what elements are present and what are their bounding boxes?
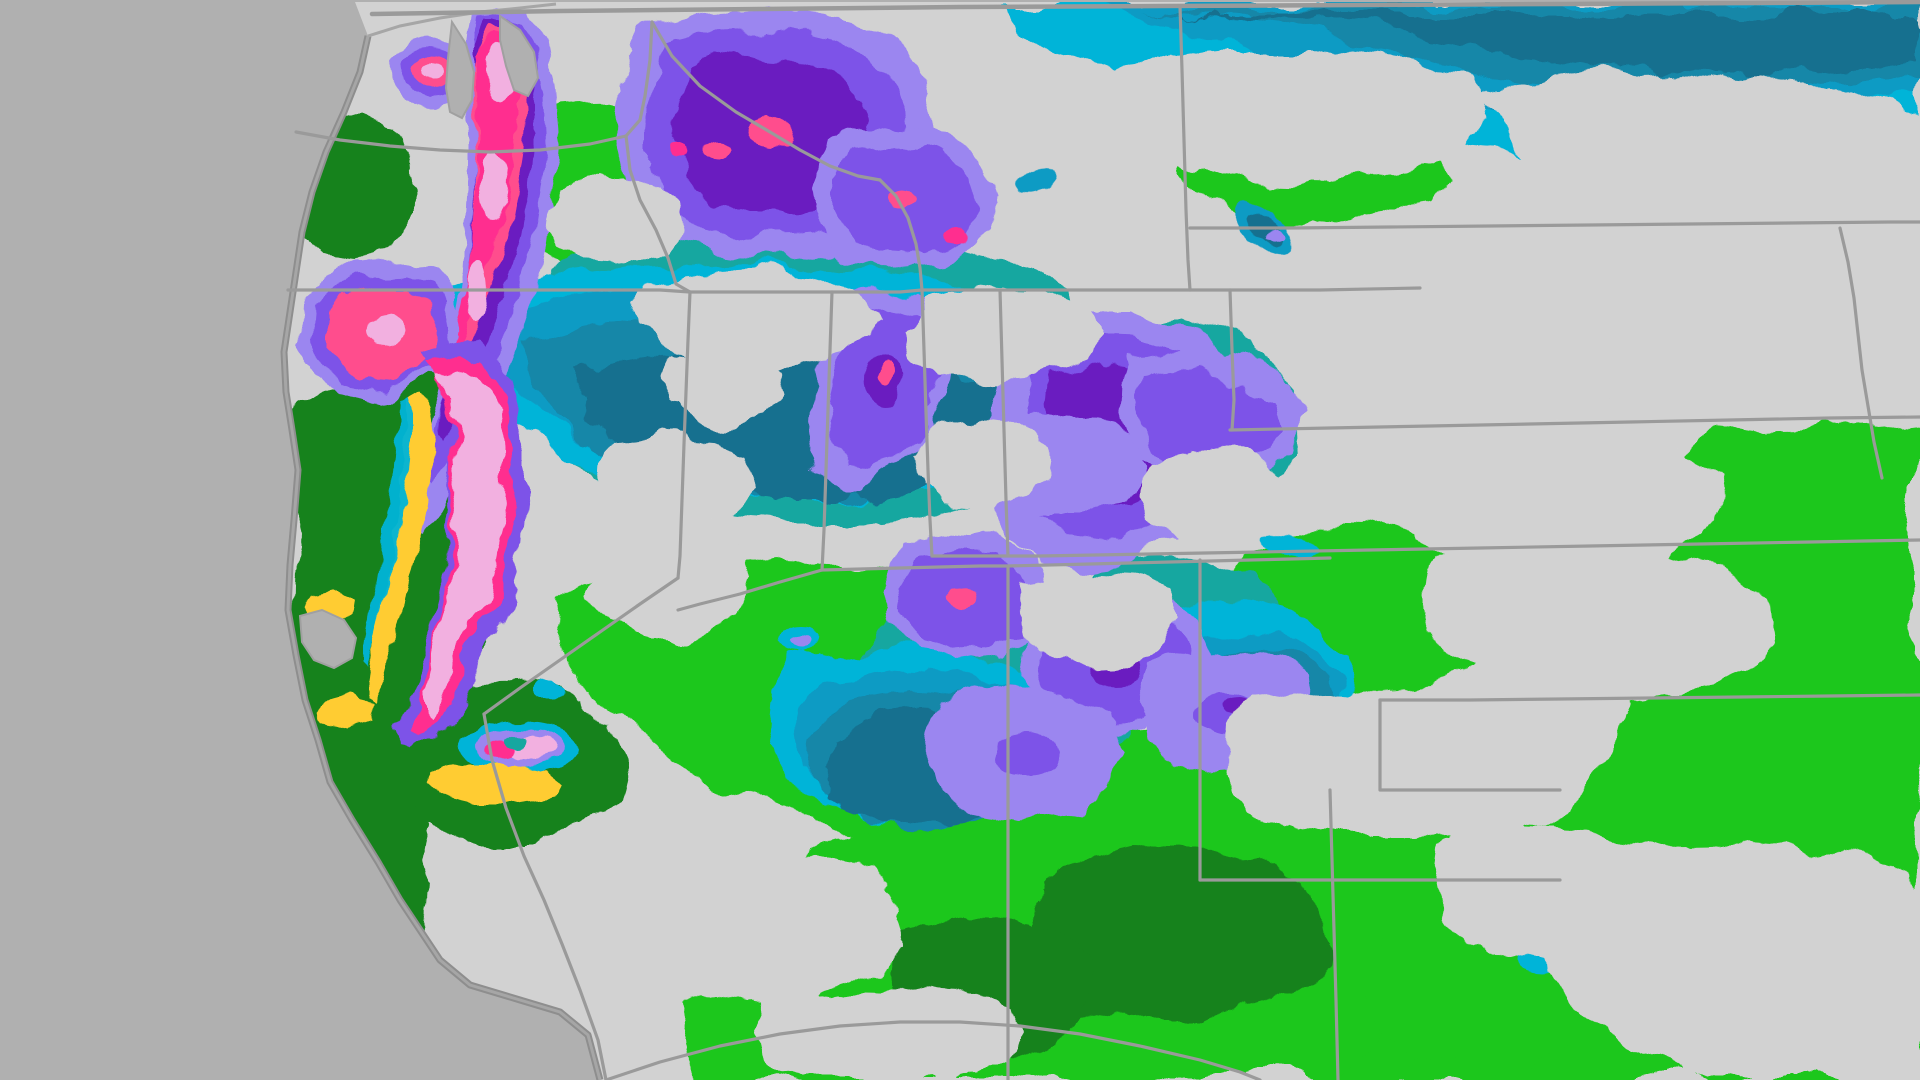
- morro-bay-gold-patch: [316, 694, 372, 728]
- border-ok-panhandle: [1378, 698, 1562, 792]
- border-id-ut-nv-south: [688, 288, 924, 294]
- border-ks-ok: [1378, 693, 1920, 702]
- sierra-pale-pink-core: [420, 370, 508, 724]
- border-wa-or: [294, 20, 654, 154]
- kansas-hole: [1426, 550, 1766, 700]
- political-borders: [286, 0, 1920, 1080]
- hood-canal-water: [499, 14, 540, 98]
- border-tx-panhandle-west: [1328, 788, 1340, 1080]
- idaho-hot-pink-spot: [670, 145, 690, 159]
- central-valley-cyan-cell-b: [505, 735, 527, 749]
- border-ca-nv-vertical: [676, 290, 692, 580]
- border-co-ne-ks: [930, 538, 1920, 558]
- border-mt-nd: [1178, 4, 1192, 292]
- olympics-summit-pale-pink: [420, 63, 444, 81]
- border-ca-nv-diagonal: [482, 576, 680, 716]
- nebraska-kansas-hole: [1398, 420, 1724, 576]
- klamath-summit-pale-pink: [366, 315, 406, 345]
- border-ut-az: [820, 564, 1010, 572]
- oklahoma-texas-hole: [1222, 688, 1562, 844]
- columbia-plateau-hole: [544, 180, 684, 264]
- nevada-basin-hole-a: [606, 434, 756, 526]
- no-data-holes: [544, 48, 1920, 1080]
- border-ca-az: [482, 712, 608, 1080]
- bighorn-blue-cell: [1014, 169, 1058, 195]
- pacific-coastline: [282, 35, 602, 1080]
- idaho-magenta-spot-b: [705, 139, 731, 157]
- border-mt-wy-nd-sd: [920, 286, 1422, 292]
- ridge-sierra-nevada: [364, 340, 526, 756]
- central-valley-cyan-cell-a: [534, 681, 566, 699]
- border-nd-mn-river: [1838, 226, 1884, 480]
- central-texas-hole: [1542, 844, 1920, 1080]
- front-range-deep-purple-arm: [1138, 370, 1282, 464]
- us-canada-border: [369, 0, 1920, 17]
- uinta-purple-band: [998, 410, 1142, 518]
- border-or-id: [624, 134, 692, 294]
- wasatch-magenta-spot: [877, 358, 895, 382]
- four-corners-hole: [1012, 570, 1178, 666]
- puget-sound-water: [444, 19, 476, 120]
- border-nd-sd: [1188, 220, 1920, 230]
- border-wy-sd: [1228, 288, 1236, 432]
- montana-plains-hole: [1090, 48, 1488, 184]
- idaho-desert-hole: [660, 348, 778, 424]
- utah-basin-hole: [910, 422, 1048, 506]
- black-hills-purple-core: [1267, 231, 1285, 241]
- border-sd-ne: [1228, 415, 1920, 432]
- strait-of-juan-de-fuca: [367, 2, 557, 38]
- us-mexico-border: [604, 1020, 1262, 1080]
- sierra-gold-foothill-band: [368, 392, 434, 704]
- socal-gold-coastal-band: [426, 764, 566, 804]
- border-or-ca-nv: [286, 288, 692, 294]
- border-nv-az: [676, 568, 824, 612]
- ridge-southern-utah: [878, 528, 1048, 658]
- border-wy-ut-vertical: [920, 288, 934, 558]
- border-ut-co: [998, 288, 1010, 558]
- puget-sound-detail: [367, 2, 557, 120]
- nevada-outlier-purple: [790, 636, 814, 648]
- dakotas-nebraska-hole: [1480, 72, 1920, 432]
- new-mexico-south-hole: [864, 990, 1024, 1080]
- border-id-wy: [878, 178, 924, 292]
- cascades-summit-pale-pink-south: [467, 262, 489, 322]
- border-id-mt-north: [650, 20, 882, 182]
- southern-utah-magenta-spot: [944, 586, 980, 610]
- sierra-cyan-transition: [364, 398, 412, 666]
- border-nv-ut: [820, 290, 834, 572]
- lower-colorado-hole: [552, 908, 740, 1006]
- colorado-plateau-hole: [1136, 448, 1282, 540]
- nw-montana-hot-pink-spot: [947, 231, 969, 245]
- border-co-nm-az: [1006, 556, 1332, 568]
- ridge-klamath: [300, 258, 458, 398]
- san-francisco-bay: [298, 608, 358, 670]
- cascades-summit-pale-pink-mid: [482, 148, 506, 216]
